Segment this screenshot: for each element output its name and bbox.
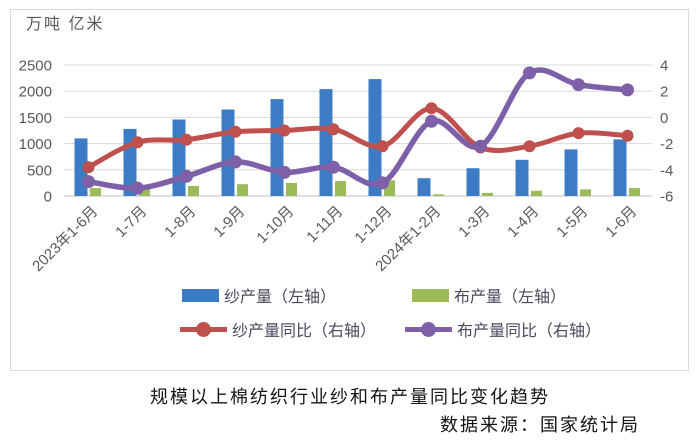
cloth-yoy-line-swatch-icon <box>405 321 452 337</box>
cloth-bar <box>531 190 542 196</box>
cloth-yoy-line-marker <box>474 139 487 153</box>
cloth-yoy-line-marker <box>82 175 95 189</box>
cloth-yoy-line-marker <box>327 160 340 174</box>
x-axis-label: 1-11月 <box>303 203 346 246</box>
left-axis-tick-label: 2500 <box>19 58 52 75</box>
cloth-bar <box>139 187 150 196</box>
yarn-yoy-line-marker <box>82 161 95 174</box>
legend-item-cloth-output: 布产量（左轴） <box>412 285 567 306</box>
left-axis-tick-label: 1000 <box>19 136 52 153</box>
right-axis-tick-label: -6 <box>660 189 673 206</box>
yarn-bar <box>417 178 431 196</box>
cloth-yoy-line-marker <box>180 169 193 183</box>
gridlines <box>64 64 652 197</box>
yarn-yoy-line-marker <box>621 129 634 142</box>
x-axis-labels: 2023年1-6月 1-7月 1-8月 1-9月 1-10月 1-11月 1-12月2024… <box>29 203 640 272</box>
left-axis-tick-label: 1500 <box>19 110 52 127</box>
cloth-yoy-line-marker <box>425 114 438 128</box>
cloth-bar <box>629 188 640 196</box>
legend-label-yarn-output: 纱产量（左轴） <box>224 289 337 306</box>
cloth-bar <box>286 182 297 196</box>
legend-item-yarn-output: 纱产量（左轴） <box>182 285 337 306</box>
cloth-yoy-line-marker <box>572 78 585 92</box>
x-axis-label: 1-6月 <box>602 203 640 241</box>
data-source-caption: 数据来源：国家统计局 <box>440 415 640 435</box>
legend-label-cloth-output: 布产量（左轴） <box>454 289 567 306</box>
cloth-yoy-line-marker <box>131 181 144 195</box>
left-axis-tick-label: 2000 <box>19 84 52 101</box>
right-axis-tick-label: -2 <box>660 136 673 153</box>
chart-title: 规模以上棉纺织行业纱和布产量同比变化趋势 <box>150 387 550 407</box>
left-axis-unit-label: 万吨 亿米 <box>26 16 105 33</box>
cloth-yoy-line-marker <box>229 155 242 169</box>
legend-label-cloth-yoy: 布产量同比（右轴） <box>457 323 602 340</box>
yarn-bar-swatch-icon <box>182 288 219 302</box>
x-axis-label: 1-8月 <box>161 203 199 241</box>
yarn-bar <box>515 159 529 196</box>
legend-label-yarn-yoy: 纱产量同比（右轴） <box>232 323 377 340</box>
right-axis-tick-label: 4 <box>660 58 668 75</box>
legend-item-yarn-yoy: 纱产量同比（右轴） <box>180 319 377 340</box>
right-axis-tick-label: 0 <box>660 110 668 127</box>
x-axis-label: 1-10月 <box>253 203 297 247</box>
right-axis-tick-label: 2 <box>660 84 668 101</box>
x-axis-label: 1-3月 <box>455 203 493 241</box>
cloth-yoy-line-marker <box>523 66 536 80</box>
cloth-bars <box>90 180 640 196</box>
yarn-bar <box>172 119 186 196</box>
cloth-yoy-line-marker <box>621 83 634 97</box>
x-axis-label: 1-12月 <box>351 203 395 247</box>
cloth-bar <box>433 194 444 196</box>
cloth-yoy-line-marker <box>278 165 291 179</box>
cloth-bar <box>90 188 101 196</box>
chart-canvas: 0 500 1000 1500 2000 2500 -6 -4 -2 0 2 4 2023年1-6月 1-… <box>19 58 674 273</box>
yarn-yoy-line-marker <box>327 123 340 136</box>
left-axis-ticks: 0 500 1000 1500 2000 2500 <box>19 58 52 206</box>
yarn-bar <box>368 79 382 196</box>
yarn-yoy-line-marker <box>229 125 242 138</box>
yarn-yoy-line-marker <box>376 140 389 153</box>
right-axis-tick-label: -4 <box>660 162 673 179</box>
cloth-yoy-line-marker <box>376 176 389 190</box>
yarn-yoy-line-swatch-icon <box>180 321 227 337</box>
left-axis-tick-label: 500 <box>27 162 52 179</box>
yarn-bar <box>564 149 578 196</box>
x-axis-label: 1-4月 <box>504 203 542 241</box>
cloth-bar <box>384 180 395 196</box>
yarn-bar <box>270 99 284 196</box>
yarn-bar <box>613 139 627 196</box>
yarn-yoy-line-marker <box>523 140 536 153</box>
yarn-yoy-line-marker <box>425 102 438 115</box>
cloth-bar <box>482 192 493 196</box>
yarn-bar <box>319 89 333 196</box>
yarn-bar <box>466 168 480 196</box>
x-axis-label: 1-7月 <box>112 203 150 241</box>
cloth-bar <box>335 181 346 196</box>
cloth-bar-swatch-icon <box>412 288 449 302</box>
yarn-yoy-line-marker <box>278 124 291 137</box>
yarn-yoy-line-marker <box>131 136 144 149</box>
x-axis-label: 1-5月 <box>553 203 591 241</box>
cloth-yoy-line <box>82 66 634 195</box>
cloth-yoy-line-path <box>85 67 631 191</box>
right-axis-ticks: -6 -4 -2 0 2 4 <box>660 58 673 206</box>
cloth-bar <box>580 189 591 196</box>
cloth-bar <box>188 186 199 196</box>
x-axis-label: 2023年1-6月 <box>29 203 101 272</box>
yarn-yoy-line <box>82 102 634 174</box>
left-axis-tick-label: 0 <box>44 189 52 206</box>
cloth-bar <box>237 184 248 196</box>
yarn-yoy-line-marker <box>572 127 585 140</box>
yarn-yoy-line-marker <box>180 133 193 146</box>
legend-item-cloth-yoy: 布产量同比（右轴） <box>405 319 602 340</box>
x-axis-label: 1-9月 <box>210 203 248 241</box>
yarn-bar <box>221 109 235 196</box>
